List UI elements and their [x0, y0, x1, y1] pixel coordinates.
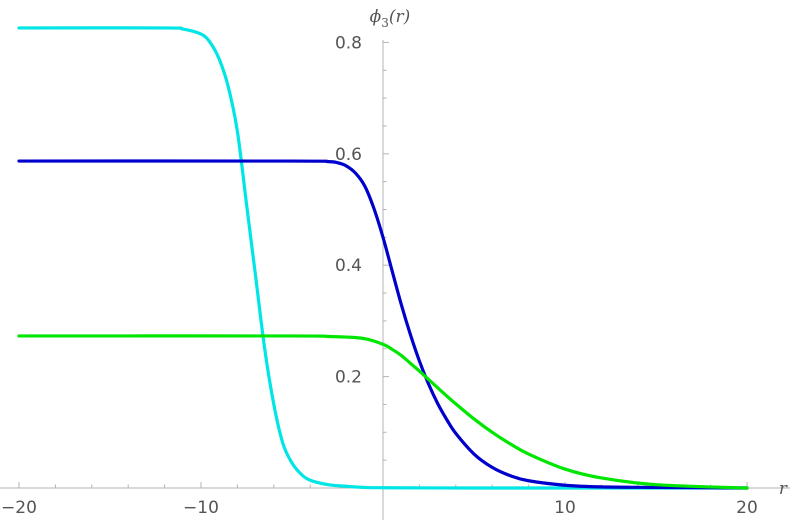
y-tick-label: 0.2 — [335, 368, 362, 388]
y-axis-label-main: ϕ — [370, 7, 382, 27]
x-axis-label: r — [779, 479, 788, 499]
y-axis-label: ϕ3(r) — [370, 7, 411, 30]
y-axis-label-tail: (r) — [389, 7, 410, 27]
x-tick-label: −10 — [183, 498, 219, 518]
x-tick-label: 20 — [736, 498, 758, 518]
y-tick-label: 0.8 — [335, 33, 362, 53]
y-axis-label-subscript: 3 — [381, 16, 389, 30]
x-tick-label: 10 — [554, 498, 576, 518]
tick-labels: −20 −10 10 20 0.2 0.4 0.6 0.8 — [1, 33, 758, 518]
y-tick-label: 0.4 — [335, 256, 362, 276]
y-tick-label: 0.6 — [335, 145, 362, 165]
series-group — [17, 26, 749, 490]
series-line-3 — [17, 334, 749, 490]
x-tick-label: −20 — [1, 498, 37, 518]
series-line-2 — [17, 159, 749, 490]
series-line-1 — [17, 26, 749, 490]
